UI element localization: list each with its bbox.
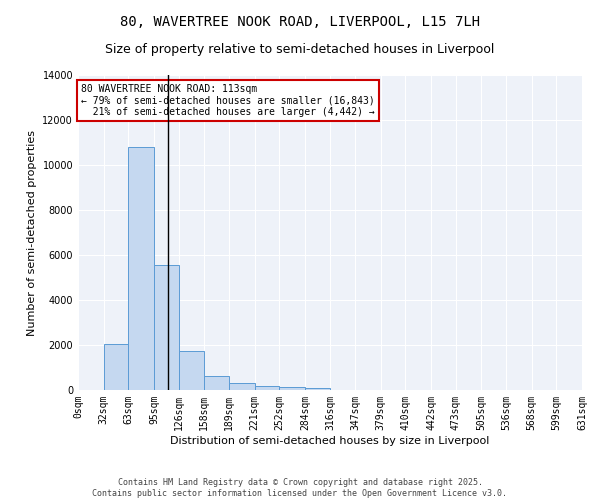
Bar [154,265,179,390]
Text: Size of property relative to semi-detached houses in Liverpool: Size of property relative to semi-detach… [106,42,494,56]
Bar [179,350,204,390]
Bar [204,376,229,390]
Text: Contains HM Land Registry data © Crown copyright and database right 2025.
Contai: Contains HM Land Registry data © Crown c… [92,478,508,498]
Bar [229,383,254,390]
Text: 80 WAVERTREE NOOK ROAD: 113sqm
← 79% of semi-detached houses are smaller (16,843: 80 WAVERTREE NOOK ROAD: 113sqm ← 79% of … [81,84,375,117]
Bar [254,386,279,390]
Text: 80, WAVERTREE NOOK ROAD, LIVERPOOL, L15 7LH: 80, WAVERTREE NOOK ROAD, LIVERPOOL, L15 … [120,15,480,29]
Bar [279,388,305,390]
Y-axis label: Number of semi-detached properties: Number of semi-detached properties [27,130,37,336]
Bar [305,388,331,390]
Bar [104,344,128,390]
Bar [128,147,154,390]
X-axis label: Distribution of semi-detached houses by size in Liverpool: Distribution of semi-detached houses by … [170,436,490,446]
